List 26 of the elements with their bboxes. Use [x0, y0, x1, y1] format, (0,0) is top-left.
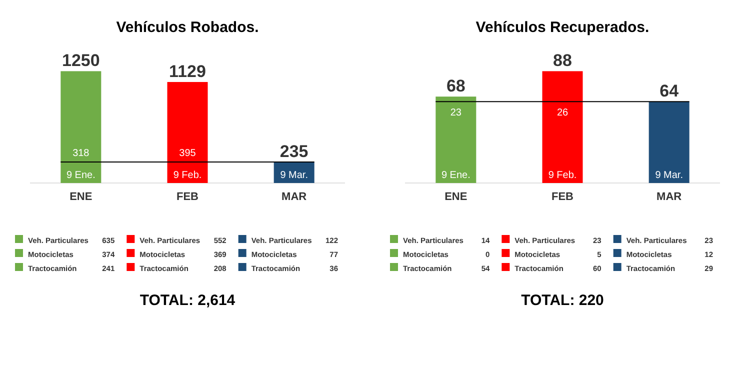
text: TOTAL: 2,614: [140, 292, 236, 309]
x-tick-label: MAR: [656, 191, 682, 203]
annotation: 9 Mar.: [280, 170, 308, 181]
annotation: 9 Ene.: [441, 170, 470, 181]
annotation: 318: [72, 148, 90, 159]
chart-title: Vehículos Recuperados.: [476, 19, 650, 36]
annotation: 9 Feb.: [548, 170, 577, 181]
data-label: 235: [280, 142, 308, 161]
data-label: 64: [660, 82, 680, 101]
x-tick-label: ENE: [70, 191, 92, 203]
annotation: 23: [450, 108, 462, 119]
chart-title: Vehículos Robados.: [116, 19, 259, 36]
x-tick-label: FEB: [176, 191, 199, 203]
data-label: 1129: [169, 62, 206, 82]
data-label: 88: [553, 51, 572, 70]
data-label: 1250: [62, 51, 100, 70]
annotation: 395: [179, 148, 196, 159]
annotation: 9 Feb.: [173, 170, 202, 181]
annotation: 26: [556, 108, 568, 119]
x-tick-label: FEB: [552, 191, 574, 203]
x-tick-label: MAR: [282, 191, 307, 203]
data-label: 68: [446, 76, 466, 96]
annotation: 9 Mar.: [655, 170, 683, 181]
x-tick-label: ENE: [444, 191, 468, 203]
text: TOTAL: 220: [521, 292, 604, 309]
annotation: 9 Ene.: [66, 170, 96, 181]
